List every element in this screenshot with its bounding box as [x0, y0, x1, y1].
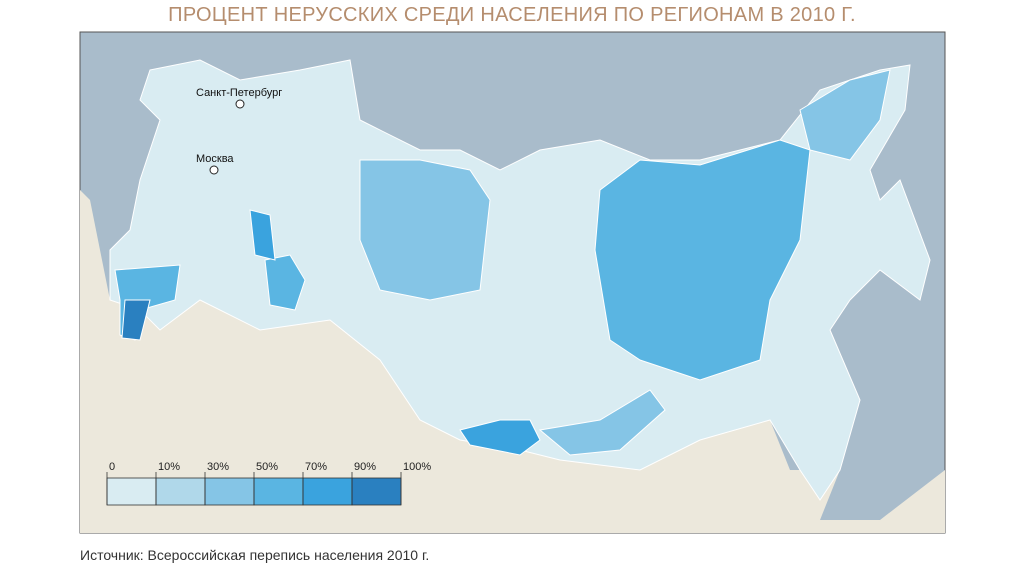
legend-tick-label: 10% [158, 461, 180, 473]
land [80, 190, 945, 533]
region [799, 69, 891, 161]
legend-tick-label: 30% [207, 461, 229, 473]
title: ПРОЦЕНТ НЕРУССКИХ СРЕДИ НАСЕЛЕНИЯ ПО РЕГ… [168, 4, 856, 26]
legend-swatch [204, 477, 255, 506]
source: Источник: Всероссийская перепись населен… [80, 547, 430, 563]
legend-tick-label: 100% [403, 461, 431, 473]
legend-tick-label: 50% [256, 461, 278, 473]
region [264, 254, 306, 311]
region [538, 389, 666, 456]
legend-swatch [155, 477, 206, 506]
region [594, 139, 811, 381]
city-dot [235, 99, 245, 109]
city-label: Москва [196, 153, 234, 165]
legend-swatch [351, 477, 402, 506]
legend-swatch [106, 477, 157, 506]
legend-swatch [302, 477, 353, 506]
legend: 0 10% 30% 50% 70% 90% 100% [106, 461, 431, 506]
legend-tick-label: 70% [305, 461, 327, 473]
legend-tick-label: 0 [109, 461, 115, 473]
city-label: Санкт-Петербург [196, 87, 282, 99]
region [359, 159, 491, 301]
region [121, 299, 151, 341]
legend-swatch [253, 477, 304, 506]
legend-tick-label: 90% [354, 461, 376, 473]
region [459, 419, 541, 456]
city-dot [209, 165, 219, 175]
region [249, 209, 276, 261]
